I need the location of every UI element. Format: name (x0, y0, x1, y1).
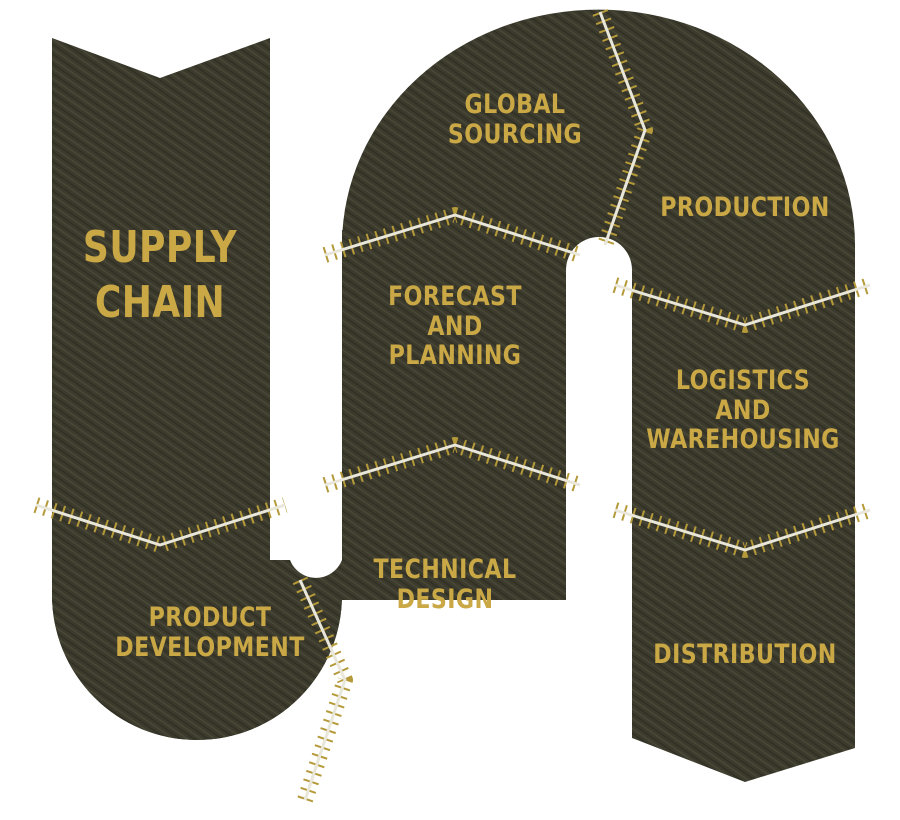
stage-global-sourcing: GLOBAL SOURCING (447, 89, 583, 150)
stitched-seams (33, 9, 873, 803)
stage-forecast-and-planning: FORECAST AND PLANNING (388, 281, 522, 372)
stage-logistics-and-warehousing: LOGISTICS AND WAREHOUSING (646, 365, 840, 456)
fabric-ribbon (52, 9, 855, 782)
ribbon-bottom-u-fill (52, 560, 342, 740)
stage-technical-design: TECHNICAL DESIGN (373, 554, 517, 615)
diagram-title: SUPPLY CHAIN (82, 222, 238, 328)
stage-product-development: PRODUCT DEVELOPMENT (115, 602, 305, 663)
ribbon-left-strip (52, 38, 270, 560)
stage-production: PRODUCTION (660, 192, 830, 223)
stage-distribution: DISTRIBUTION (653, 639, 837, 670)
ribbon-top-arch (342, 9, 855, 300)
ribbon-right-strip (632, 290, 855, 782)
